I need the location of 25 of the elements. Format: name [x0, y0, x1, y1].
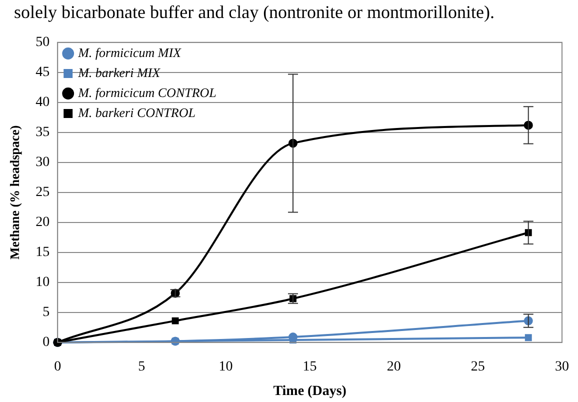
- x-tick-label: 30: [555, 359, 569, 374]
- y-tick-label: 10: [36, 275, 50, 290]
- y-tick-label: 15: [36, 245, 50, 260]
- y-tick-label: 25: [36, 185, 50, 200]
- y-tick-label: 50: [36, 35, 50, 50]
- legend-label: M. formicicum CONTROL: [77, 84, 216, 100]
- legend-label: M. barkeri CONTROL: [77, 104, 196, 120]
- x-axis-title: Time (Days): [273, 384, 347, 400]
- legend-label: M. barkeri MIX: [77, 64, 162, 80]
- legend-label: M. formicicum MIX: [77, 44, 182, 60]
- x-tick-label: 0: [54, 359, 62, 374]
- y-tick-label: 35: [36, 125, 50, 140]
- y-tick-label: 5: [42, 305, 50, 320]
- x-tick-label: 25: [470, 359, 485, 374]
- y-tick-label: 0: [42, 335, 50, 350]
- x-tick-label: 20: [386, 359, 401, 374]
- y-axis-title: Methane (% headspace): [7, 125, 22, 260]
- x-tick-label: 10: [218, 359, 233, 374]
- x-tick-label: 15: [302, 359, 317, 374]
- y-tick-label: 45: [36, 65, 50, 80]
- y-tick-label: 40: [36, 95, 50, 110]
- y-tick-label: 30: [36, 155, 50, 170]
- text: solely bicarbonate buffer and clay (nontronite or montmorillonite).: [14, 2, 495, 22]
- y-tick-label: 20: [36, 215, 50, 230]
- x-tick-label: 5: [138, 359, 146, 374]
